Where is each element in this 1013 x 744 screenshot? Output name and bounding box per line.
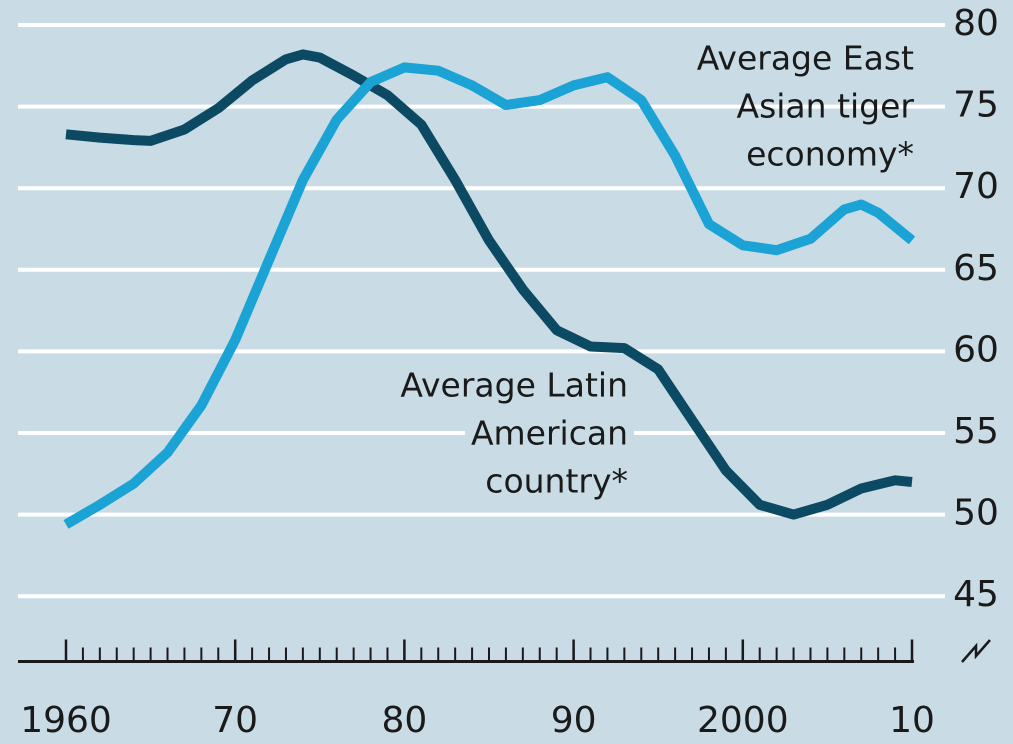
series-line	[65, 49, 913, 520]
annotation-bg	[479, 461, 634, 501]
series-line	[63, 62, 916, 529]
y-tick-label: 65	[953, 248, 999, 289]
annotation: American	[471, 414, 628, 453]
y-tick-label: 55	[953, 411, 999, 452]
annotation: Average East	[697, 39, 914, 78]
y-tick-label: 75	[953, 85, 999, 126]
axis-break	[961, 639, 991, 663]
annotation: Asian tiger	[737, 87, 915, 126]
grid	[18, 23, 945, 663]
x-tick-label: 10	[889, 700, 935, 741]
annotation: Average Latin	[400, 366, 628, 405]
x-tick-label: 70	[212, 700, 258, 741]
y-tick-label: 70	[953, 166, 999, 207]
y-tick-label: 45	[953, 574, 999, 615]
y-tick-label: 60	[953, 329, 999, 370]
x-tick-label: 2000	[697, 700, 789, 741]
labels: 45 50 55 60 65 70 75 80 1960 70 80 90 2000 10 Average …	[20, 3, 999, 741]
y-tick-label: 80	[953, 3, 999, 44]
y-tick-label: 50	[953, 493, 999, 534]
annotation-bg	[464, 413, 634, 453]
annotation: country*	[485, 462, 628, 501]
annotation: economy*	[746, 135, 914, 174]
x-tick-label: 90	[551, 700, 597, 741]
annotation-bg	[394, 365, 634, 405]
x-tick-label: 1960	[20, 700, 112, 741]
lines	[63, 49, 916, 529]
x-tick-label: 80	[381, 700, 427, 741]
